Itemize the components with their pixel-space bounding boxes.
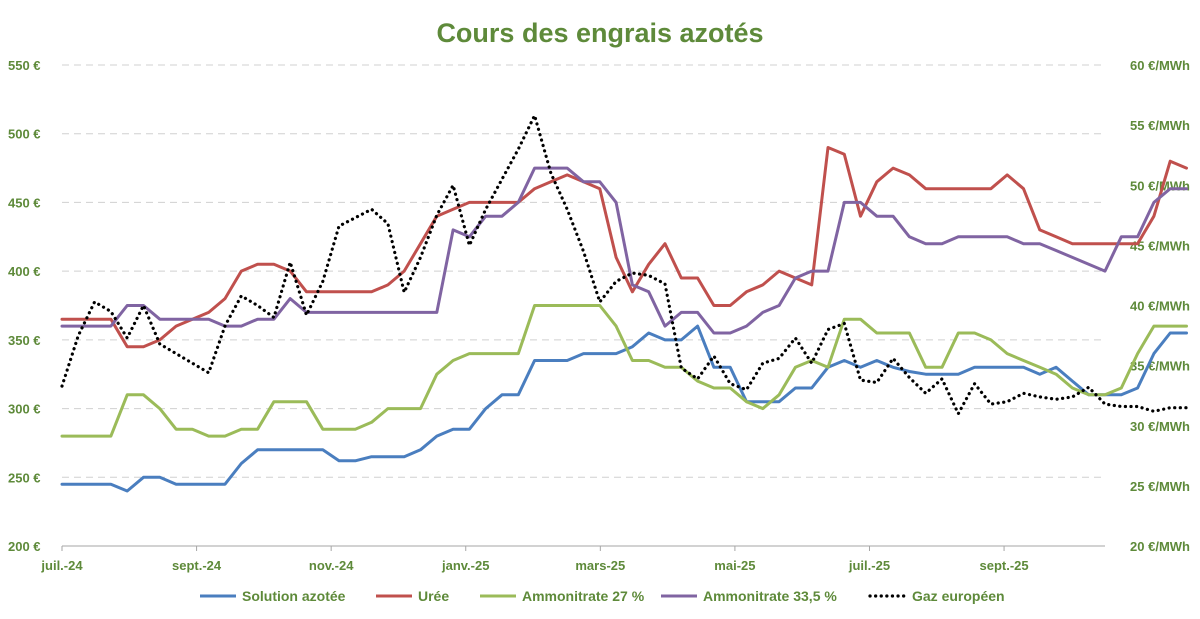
right-tick-label: 35 €/MWh — [1130, 359, 1190, 374]
right-tick-label: 55 €/MWh — [1130, 118, 1190, 133]
legend-label: Gaz européen — [912, 588, 1005, 604]
right-tick-label: 25 €/MWh — [1130, 479, 1190, 494]
left-tick-label: 300 € — [8, 402, 41, 417]
legend-label: Urée — [418, 588, 449, 604]
legend: Solution azotée Urée Ammonitrate 27 % Ammon… — [200, 588, 1005, 604]
x-tick-label: mars-25 — [575, 558, 625, 573]
axis-layer: 200 € 250 € 300 € 350 € 400 € 450 € 500 € 550 €… — [8, 58, 1190, 573]
legend-label: Solution azotée — [242, 588, 346, 604]
right-tick-label: 60 €/MWh — [1130, 58, 1190, 73]
left-tick-label: 400 € — [8, 264, 41, 279]
series-line-2 — [60, 304, 1188, 438]
left-tick-label: 350 € — [8, 333, 41, 348]
left-tick-label: 250 € — [8, 470, 41, 485]
x-tick-label: janv.-25 — [441, 558, 489, 573]
right-tick-label: 30 €/MWh — [1130, 419, 1190, 434]
series-line-4 — [60, 113, 1189, 416]
x-tick-label: mai-25 — [714, 558, 755, 573]
series-layer — [60, 113, 1189, 493]
legend-label: Ammonitrate 27 % — [522, 588, 645, 604]
series-line-0 — [60, 324, 1188, 493]
grid-layer — [62, 64, 1105, 478]
right-tick-label: 40 €/MWh — [1130, 299, 1190, 314]
left-tick-label: 500 € — [8, 127, 41, 142]
x-tick-label: sept.-24 — [172, 558, 222, 573]
x-tick-label: juil.-25 — [848, 558, 890, 573]
left-tick-label: 550 € — [8, 58, 41, 73]
x-tick-label: sept.-25 — [979, 558, 1028, 573]
right-tick-label: 20 €/MWh — [1130, 539, 1190, 554]
x-tick-label: nov.-24 — [309, 558, 354, 573]
legend-label: Ammonitrate 33,5 % — [703, 588, 837, 604]
series-line-3 — [60, 166, 1188, 335]
series-line-1 — [60, 146, 1188, 349]
right-tick-label: 45 €/MWh — [1130, 238, 1190, 253]
x-tick-label: juil.-24 — [40, 558, 83, 573]
chart-title: Cours des engrais azotés — [436, 18, 764, 48]
left-tick-label: 200 € — [8, 539, 41, 554]
left-tick-label: 450 € — [8, 195, 41, 210]
